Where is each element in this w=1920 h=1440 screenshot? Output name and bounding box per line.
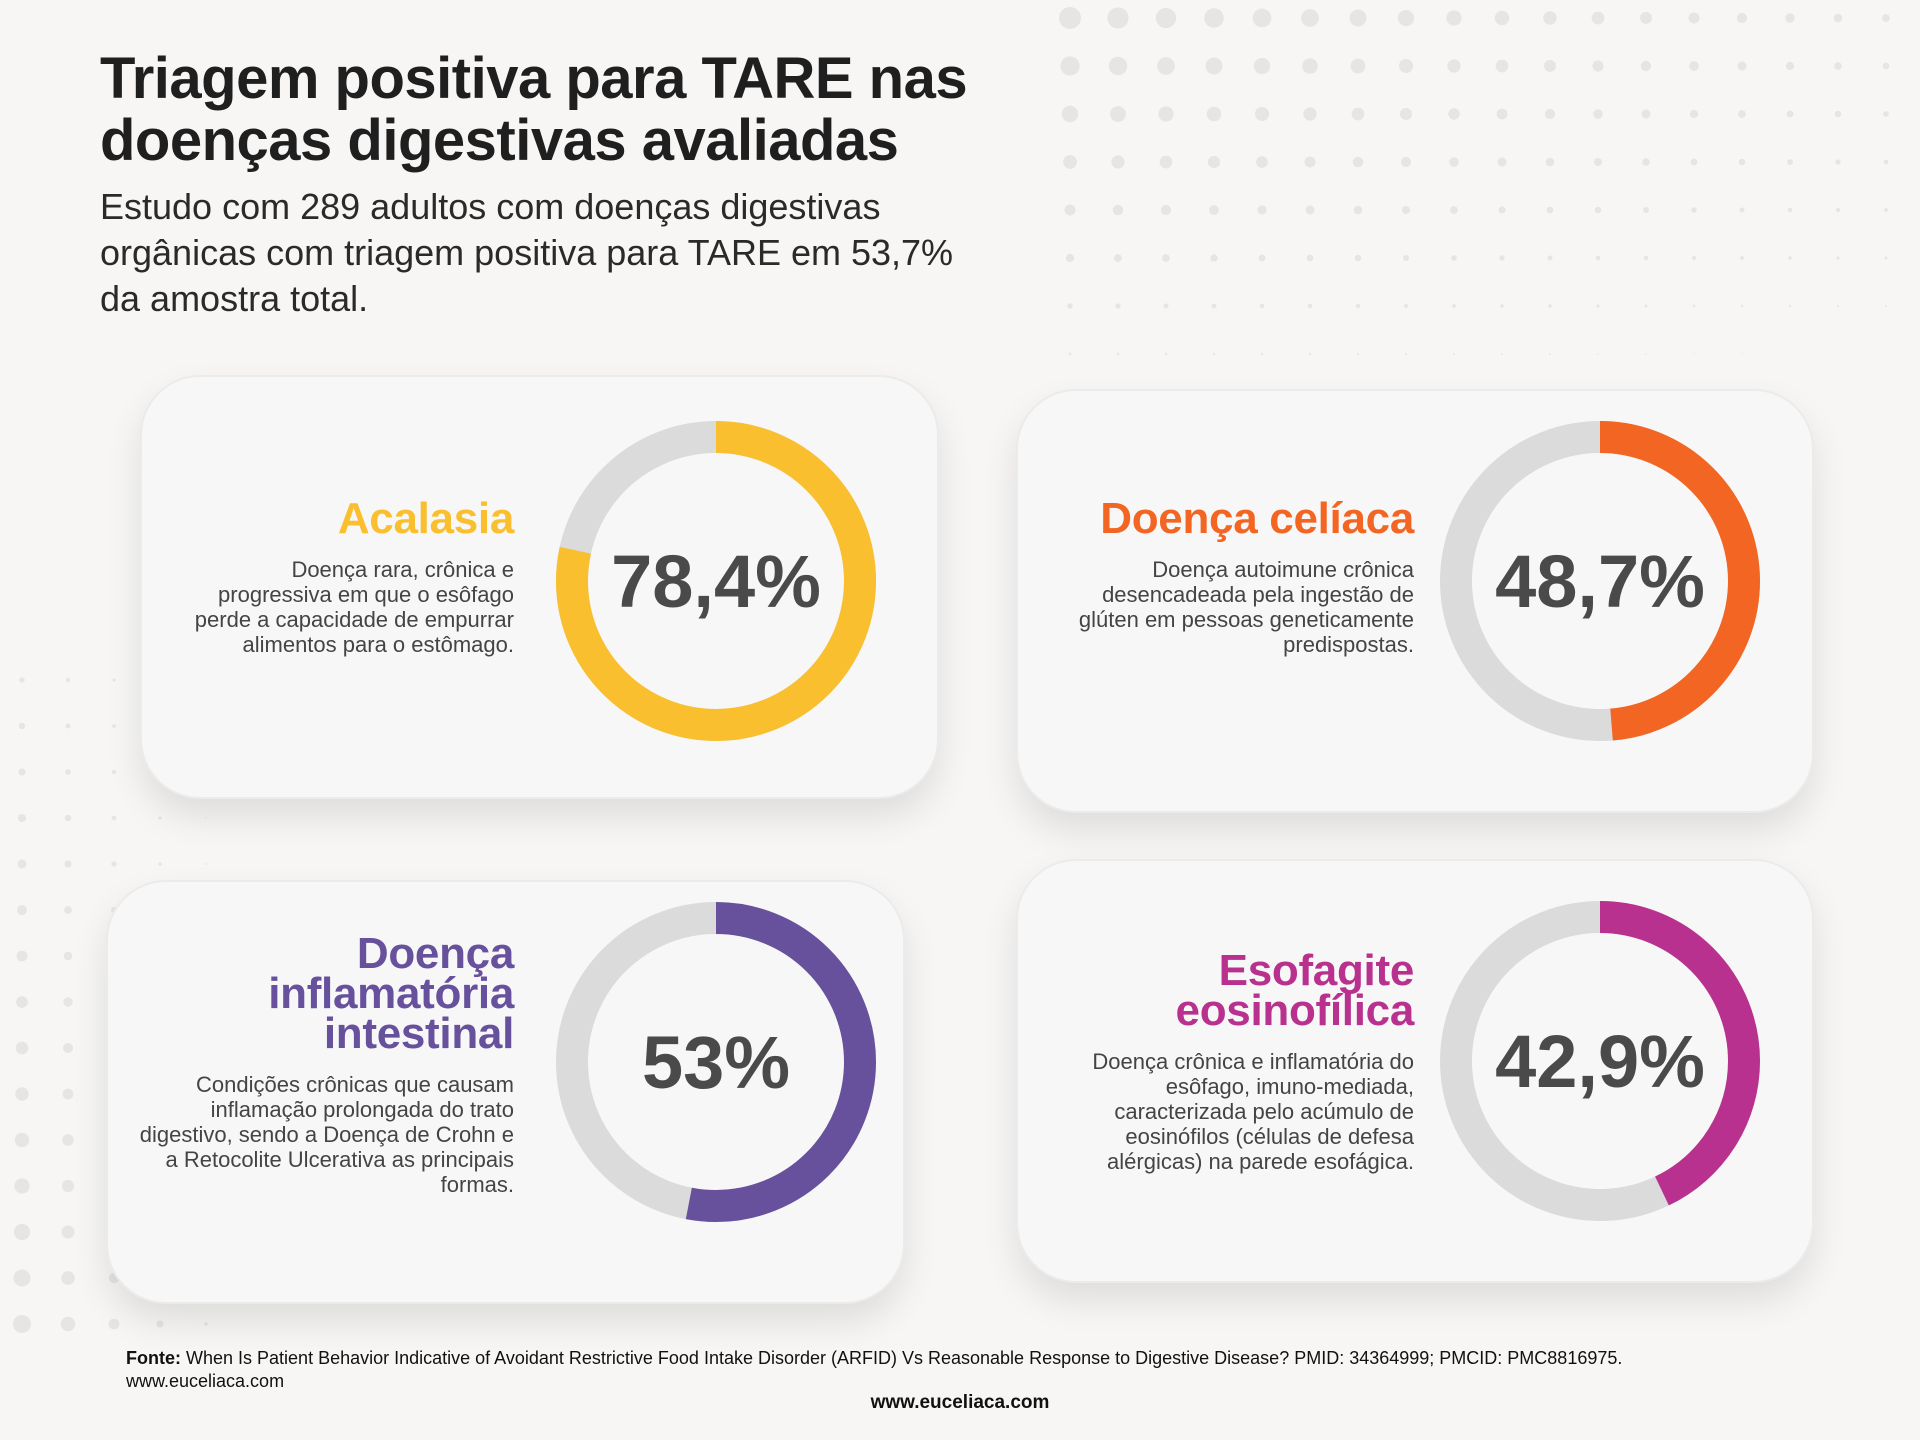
donut-chart-esofagite-eosinofilica: 42,9% bbox=[1440, 901, 1760, 1221]
card-doenca-inflamatoria-intestinal: Doença inflamatória intestinal Condições… bbox=[106, 880, 905, 1304]
donut-chart-acalasia: 78,4% bbox=[556, 421, 876, 741]
card-text: Esofagite eosinofílica Doença crônica e … bbox=[1038, 946, 1415, 1175]
donut-percentage-label: 78,4% bbox=[611, 540, 821, 623]
donut-chart-doenca-inflamatoria-intestinal: 53% bbox=[556, 902, 876, 1222]
disease-description: Condições crônicas que causam inflamação… bbox=[139, 1072, 514, 1197]
dot-pattern-top-right bbox=[1059, 7, 1890, 356]
card-text: Doença inflamatória intestinal Condições… bbox=[138, 929, 515, 1198]
donut-value-arc bbox=[556, 421, 876, 741]
title-line-1: Triagem positiva para TARE nas bbox=[100, 46, 968, 111]
donut-chart-doenca-celiaca: 48,7% bbox=[1440, 421, 1760, 741]
card-text: Acalasia Doença rara, crônica e progress… bbox=[172, 494, 515, 658]
disease-name: Doença celíaca bbox=[1100, 494, 1414, 543]
disease-description: Doença crônica e inflamatória do esôfago… bbox=[1092, 1049, 1414, 1174]
disease-description: Doença autoimune crônica desencadeada pe… bbox=[1078, 557, 1414, 657]
disease-description: Doença rara, crônica e progressiva em qu… bbox=[194, 557, 514, 657]
card-text: Doença celíaca Doença autoimune crônica … bbox=[1038, 494, 1414, 658]
footer-source: Fonte: When Is Patient Behavior Indicati… bbox=[126, 1347, 1766, 1393]
donut-percentage-label: 48,7% bbox=[1495, 540, 1705, 623]
source-label: Fonte: bbox=[126, 1348, 181, 1368]
header: Triagem positiva para TARE nas doenças d… bbox=[100, 48, 1100, 322]
card-esofagite-eosinofilica: Esofagite eosinofílica Doença crônica e … bbox=[1016, 859, 1814, 1283]
donut-value-arc bbox=[1440, 421, 1760, 741]
card-doenca-celiaca: Doença celíaca Doença autoimune crônica … bbox=[1016, 389, 1814, 813]
donut-percentage-label: 42,9% bbox=[1495, 1020, 1705, 1103]
title-line-2: doenças digestivas avaliadas bbox=[100, 108, 899, 173]
disease-name: Esofagite eosinofílica bbox=[1175, 946, 1415, 1035]
donut-percentage-label: 53% bbox=[642, 1021, 790, 1104]
donut-value-arc bbox=[1440, 901, 1760, 1221]
source-text: When Is Patient Behavior Indicative of A… bbox=[126, 1348, 1623, 1391]
disease-name: Acalasia bbox=[337, 494, 514, 543]
card-acalasia: Acalasia Doença rara, crônica e progress… bbox=[140, 375, 939, 799]
page-title: Triagem positiva para TARE nas doenças d… bbox=[100, 48, 1100, 172]
footer-site-link[interactable]: www.euceliaca.com bbox=[870, 1392, 1050, 1413]
donut-value-arc bbox=[556, 902, 876, 1222]
disease-name: Doença inflamatória intestinal bbox=[268, 929, 514, 1058]
page-subtitle: Estudo com 289 adultos com doenças diges… bbox=[100, 186, 954, 319]
